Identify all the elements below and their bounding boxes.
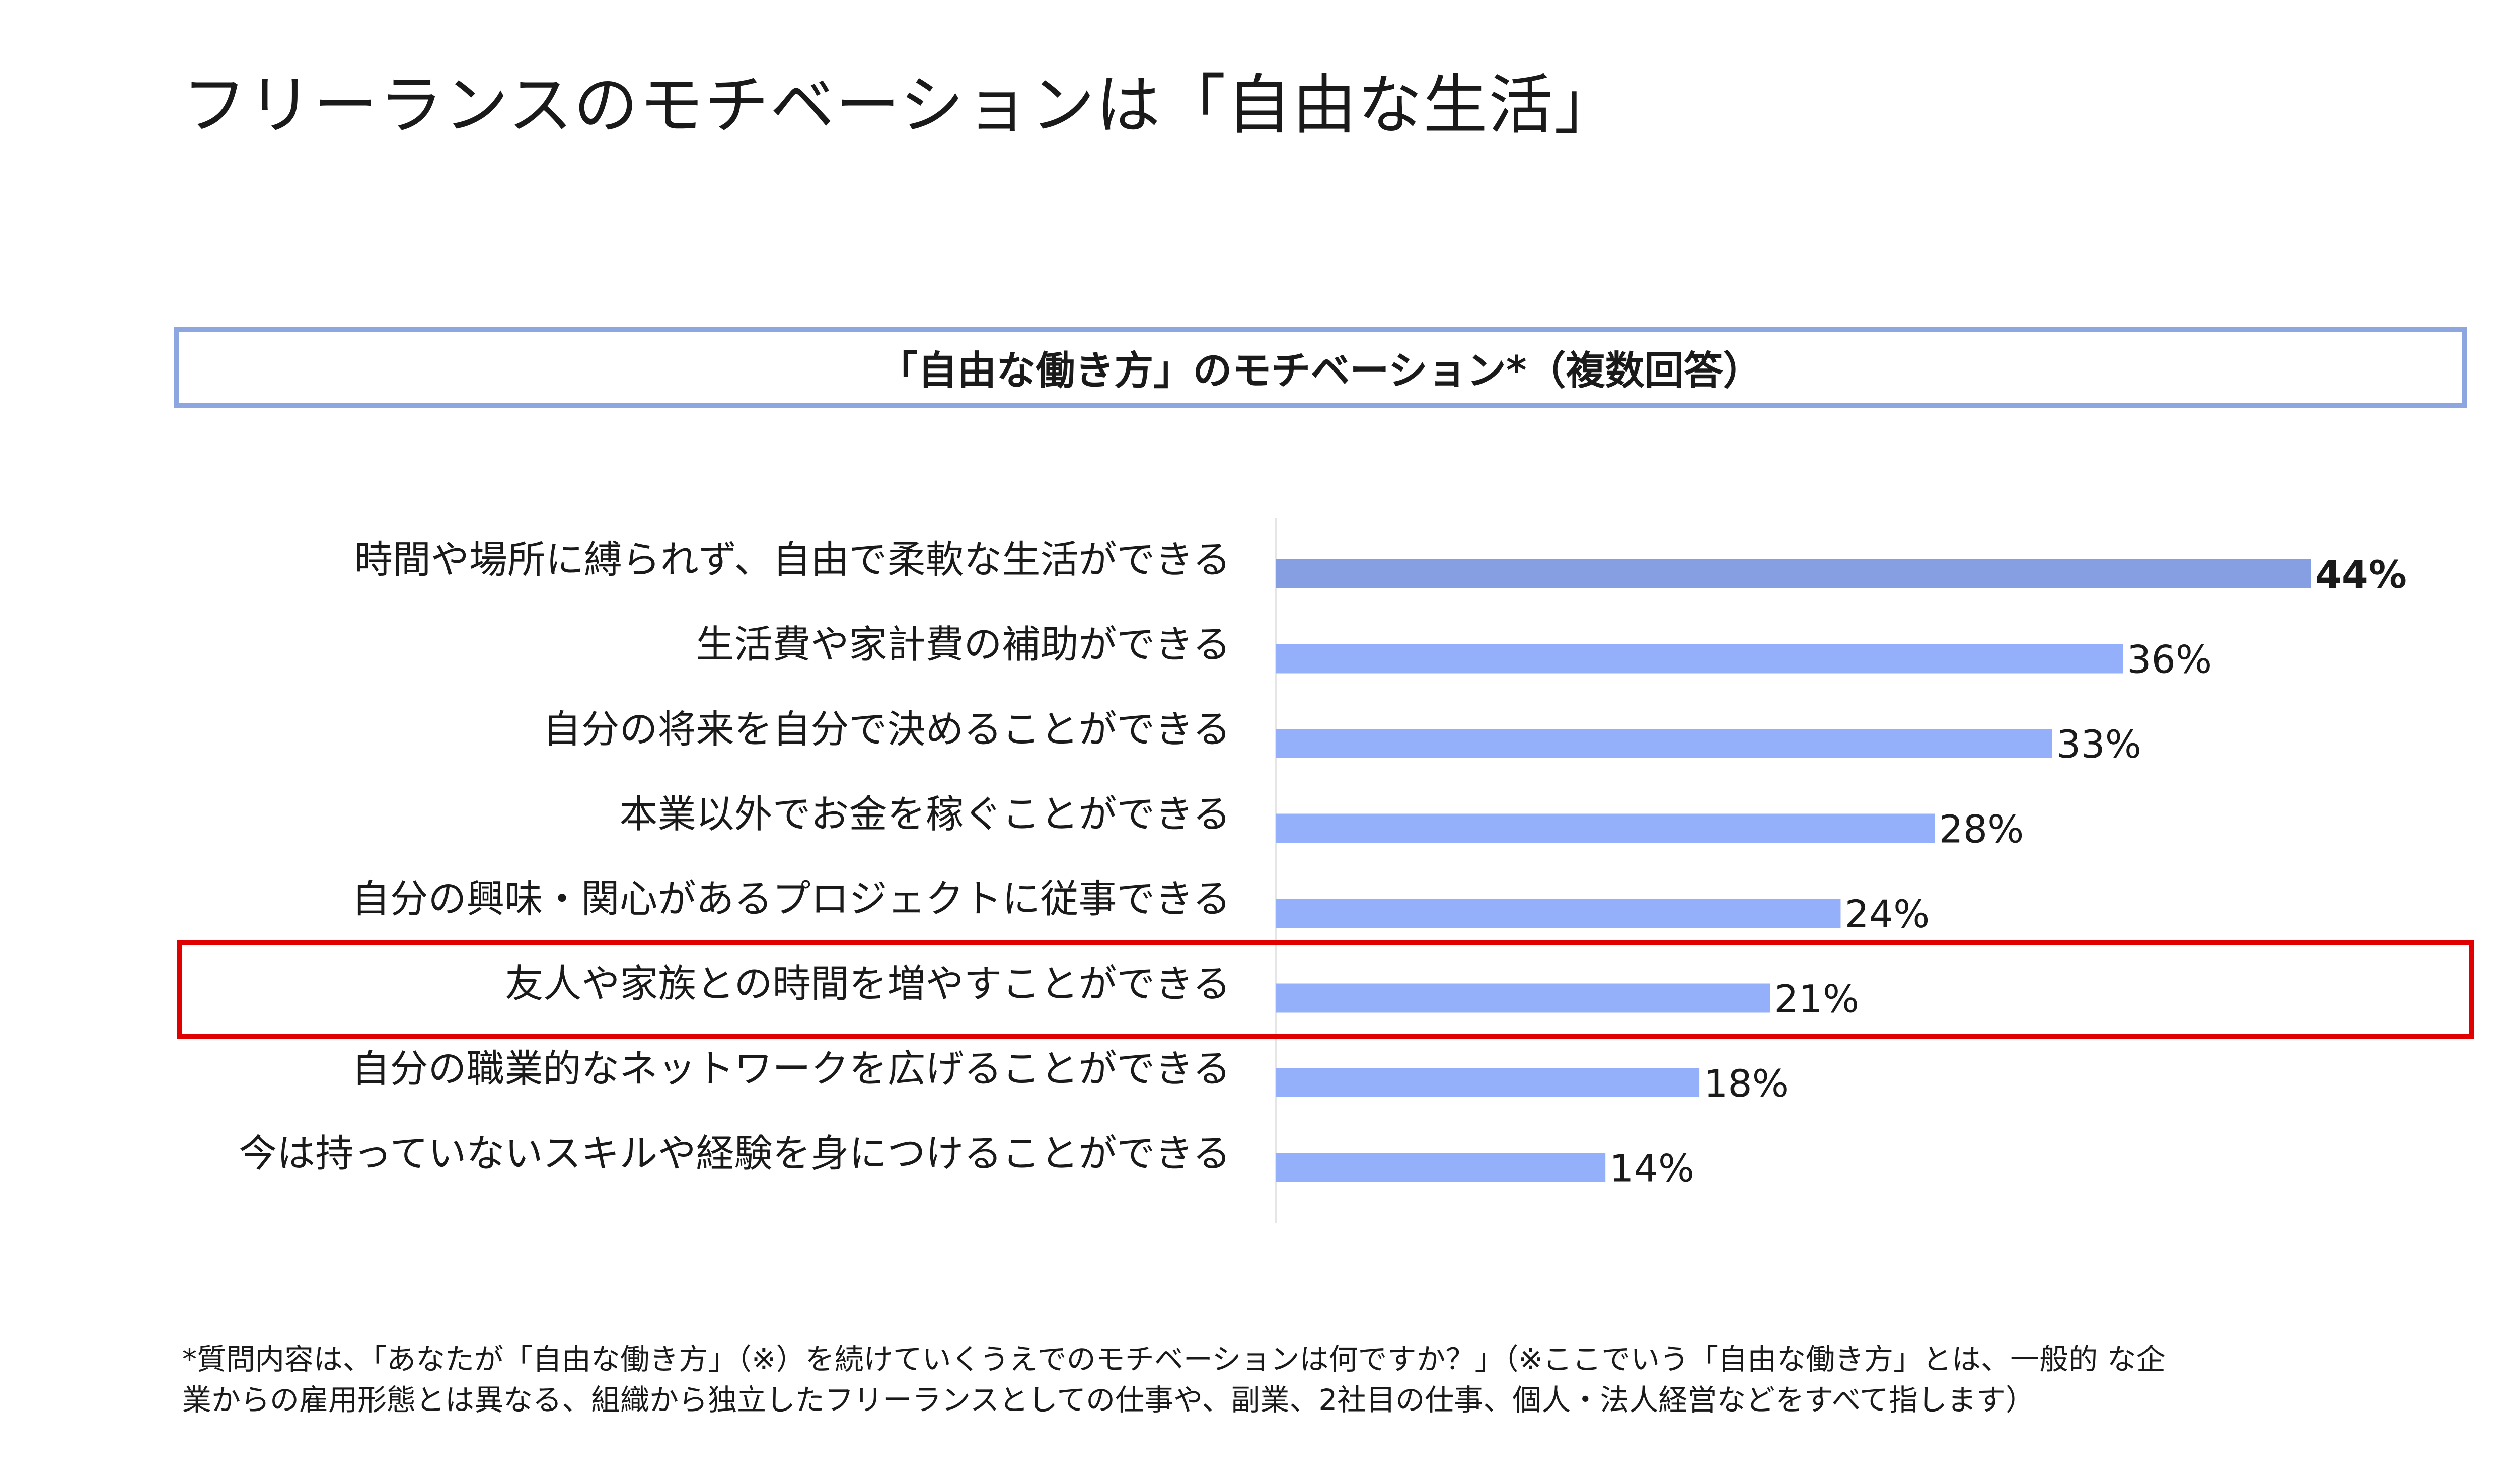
category-label-6: 自分の職業的なネットワークを広げることができる	[352, 1046, 1231, 1091]
category-label-5: 友人や家族との時間を増やすことができる	[505, 961, 1231, 1006]
bar-5	[1276, 983, 1770, 1013]
value-label-6: 18%	[1704, 1061, 1789, 1106]
value-label-1: 36%	[2127, 637, 2212, 682]
value-label-3: 28%	[1939, 807, 2024, 852]
chart-subtitle-box: 「自由な働き方」のモチベーション*（複数回答）	[174, 327, 2467, 408]
bar-4	[1276, 899, 1841, 928]
bar-0	[1276, 559, 2311, 588]
bar-3	[1276, 813, 1935, 843]
footnote-line-1: *質問内容は、「あなたが「自由な働き方」（※）を続けていくうえでのモチベーション…	[182, 1342, 2166, 1376]
bar-2	[1276, 729, 2052, 758]
category-label-1: 生活費や家計費の補助ができる	[696, 622, 1231, 667]
category-label-7: 今は持っていないスキルや経験を身につけることができる	[239, 1131, 1231, 1176]
value-label-4: 24%	[1844, 892, 1930, 936]
chart-subtitle: 「自由な働き方」のモチベーション*（複数回答）	[878, 348, 1762, 394]
category-label-4: 自分の興味・関心があるプロジェクトに従事できる	[352, 876, 1231, 921]
category-label-0: 時間や場所に縛られず、自由で柔軟な生活ができる	[354, 537, 1231, 582]
category-label-2: 自分の将来を自分で決めることができる	[543, 707, 1231, 752]
bar-6	[1276, 1068, 1700, 1097]
page-title: フリーランスのモチベーションは「自由な生活」	[182, 68, 1619, 143]
value-label-2: 33%	[2056, 722, 2141, 767]
value-label-0: 44%	[2315, 552, 2407, 597]
highlight-box	[177, 940, 2474, 1039]
bar-1	[1276, 644, 2123, 674]
footnote: *質問内容は、「あなたが「自由な働き方」（※）を続けていくうえでのモチベーション…	[182, 1339, 2478, 1421]
value-label-5: 21%	[1774, 977, 1859, 1021]
category-label-3: 本業以外でお金を稼ぐことができる	[620, 792, 1231, 837]
value-label-7: 14%	[1609, 1146, 1694, 1191]
footnote-line-2: 業からの雇用形態とは異なる、組織から独立したフリーランスとしての仕事や、副業、2…	[182, 1383, 2035, 1418]
bar-7	[1276, 1153, 1606, 1182]
